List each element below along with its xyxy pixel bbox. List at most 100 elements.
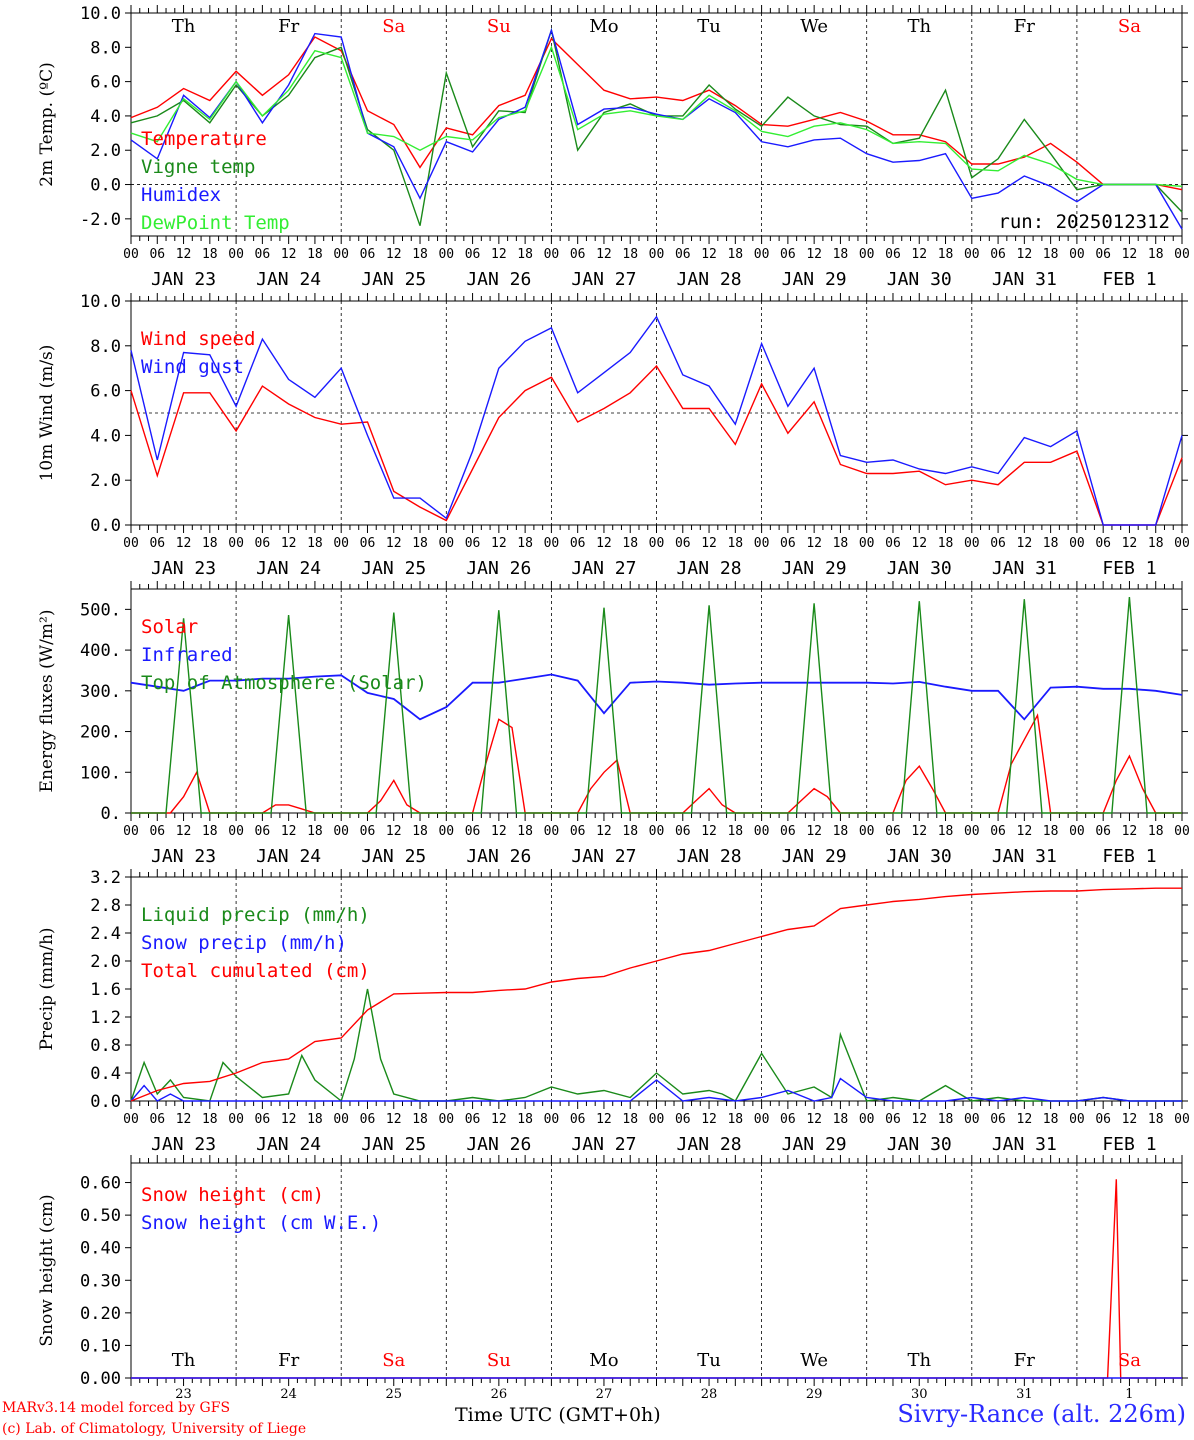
day-label: FEB 1 (1102, 1134, 1156, 1155)
hour-tick-label: 06 (570, 1112, 586, 1127)
y-tick-label: 100. (80, 763, 121, 783)
hour-tick-label: 00 (859, 247, 875, 262)
day-number-label: 23 (175, 1387, 192, 1402)
hour-tick-label: 12 (911, 1112, 927, 1127)
weekday-label: We (800, 1350, 828, 1371)
hour-tick-label: 06 (465, 247, 481, 262)
hour-tick-label: 06 (990, 247, 1006, 262)
hour-tick-label: 06 (675, 1112, 691, 1127)
hour-tick-label: 06 (360, 536, 376, 551)
weekday-label: Su (487, 16, 511, 37)
hour-tick-label: 12 (386, 536, 402, 551)
day-label: JAN 24 (256, 558, 321, 579)
day-label: JAN 25 (361, 846, 426, 867)
hour-tick-label: 12 (701, 247, 717, 262)
y-tick-label: 0.0 (90, 176, 121, 196)
hour-tick-label: 00 (859, 824, 875, 839)
hour-tick-label: 00 (228, 536, 244, 551)
day-label: JAN 24 (256, 1134, 321, 1155)
hour-tick-label: 12 (1122, 247, 1138, 262)
hour-tick-label: 12 (596, 824, 612, 839)
y-tick-label: 1.2 (90, 1008, 121, 1028)
hour-tick-label: 06 (780, 1112, 796, 1127)
day-label: JAN 28 (677, 846, 742, 867)
plot-frame (130, 12, 1183, 237)
hour-tick-label: 00 (123, 1112, 139, 1127)
hour-tick-label: 18 (938, 1112, 954, 1127)
hour-tick-label: 18 (307, 1112, 323, 1127)
hour-tick-label: 00 (649, 247, 665, 262)
day-number-label: 24 (280, 1387, 297, 1402)
day-label: JAN 31 (992, 558, 1057, 579)
y-tick-label: 10.0 (80, 4, 121, 24)
hour-tick-label: 12 (806, 1112, 822, 1127)
hour-tick-label: 12 (176, 247, 192, 262)
weekday-label: Sa (382, 16, 405, 37)
hour-tick-label: 06 (360, 1112, 376, 1127)
hour-tick-label: 00 (964, 1112, 980, 1127)
weekday-label: Mo (589, 16, 618, 37)
hour-tick-label: 18 (412, 247, 428, 262)
y-tick-label: 4.0 (90, 426, 121, 446)
day-label: JAN 29 (782, 269, 847, 290)
weekday-label: Su (487, 1350, 511, 1371)
hour-tick-label: 06 (1095, 1112, 1111, 1127)
hour-tick-label: 18 (622, 824, 638, 839)
day-label: JAN 30 (887, 846, 952, 867)
day-label: JAN 27 (571, 846, 636, 867)
hour-tick-label: 00 (859, 1112, 875, 1127)
y-axis-label: Energy fluxes (W/m²) (37, 610, 57, 793)
hour-tick-label: 00 (754, 536, 770, 551)
legend-entry: Vigne temp (141, 156, 255, 178)
day-label: JAN 28 (677, 1134, 742, 1155)
hour-tick-label: 00 (1174, 536, 1190, 551)
hour-tick-label: 06 (570, 536, 586, 551)
hour-tick-label: 00 (1174, 1112, 1190, 1127)
day-label: JAN 29 (782, 846, 847, 867)
day-label: JAN 26 (466, 558, 531, 579)
day-label: FEB 1 (1102, 269, 1156, 290)
hour-tick-label: 00 (123, 536, 139, 551)
hour-tick-label: 12 (386, 824, 402, 839)
hour-tick-label: 18 (727, 536, 743, 551)
hour-tick-label: 00 (649, 1112, 665, 1127)
hour-tick-label: 00 (1069, 1112, 1085, 1127)
hour-tick-label: 18 (833, 1112, 849, 1127)
weekday-label: Mo (589, 1350, 618, 1371)
hour-tick-label: 12 (596, 536, 612, 551)
hour-tick-label: 06 (465, 536, 481, 551)
hour-tick-label: 00 (438, 247, 454, 262)
hour-tick-label: 18 (727, 247, 743, 262)
lab-credit: (c) Lab. of Climatology, University of L… (2, 1421, 307, 1437)
weekday-label: Tu (697, 1350, 721, 1371)
y-tick-label: 6.0 (90, 73, 121, 93)
hour-tick-label: 12 (806, 824, 822, 839)
hour-tick-label: 00 (1069, 247, 1085, 262)
hour-tick-label: 18 (938, 536, 954, 551)
y-tick-label: 0.50 (80, 1206, 121, 1226)
hour-tick-label: 06 (255, 824, 271, 839)
series-line (130, 315, 1183, 526)
hour-tick-label: 06 (990, 1112, 1006, 1127)
hour-tick-label: 12 (1017, 536, 1033, 551)
hour-tick-label: 18 (412, 824, 428, 839)
legend-entry: Snow height (cm W.E.) (141, 1212, 381, 1234)
hour-tick-label: 00 (333, 247, 349, 262)
hour-tick-label: 18 (1043, 824, 1059, 839)
y-tick-label: 200. (80, 723, 121, 743)
day-label: JAN 23 (151, 558, 216, 579)
day-label: JAN 26 (466, 1134, 531, 1155)
hour-tick-label: 06 (885, 824, 901, 839)
day-number-label: 31 (1016, 1387, 1033, 1402)
weekday-label: Sa (1118, 16, 1141, 37)
hour-tick-label: 12 (1017, 247, 1033, 262)
hour-tick-label: 06 (570, 247, 586, 262)
hour-tick-label: 00 (964, 824, 980, 839)
weekday-label: Fr (278, 1350, 299, 1371)
day-label: JAN 31 (992, 1134, 1057, 1155)
legend-entry: Humidex (141, 184, 221, 206)
hour-tick-label: 06 (675, 824, 691, 839)
legend-entry: Snow height (cm) (141, 1184, 324, 1206)
hour-tick-label: 18 (1148, 536, 1164, 551)
y-tick-label: 8.0 (90, 337, 121, 357)
